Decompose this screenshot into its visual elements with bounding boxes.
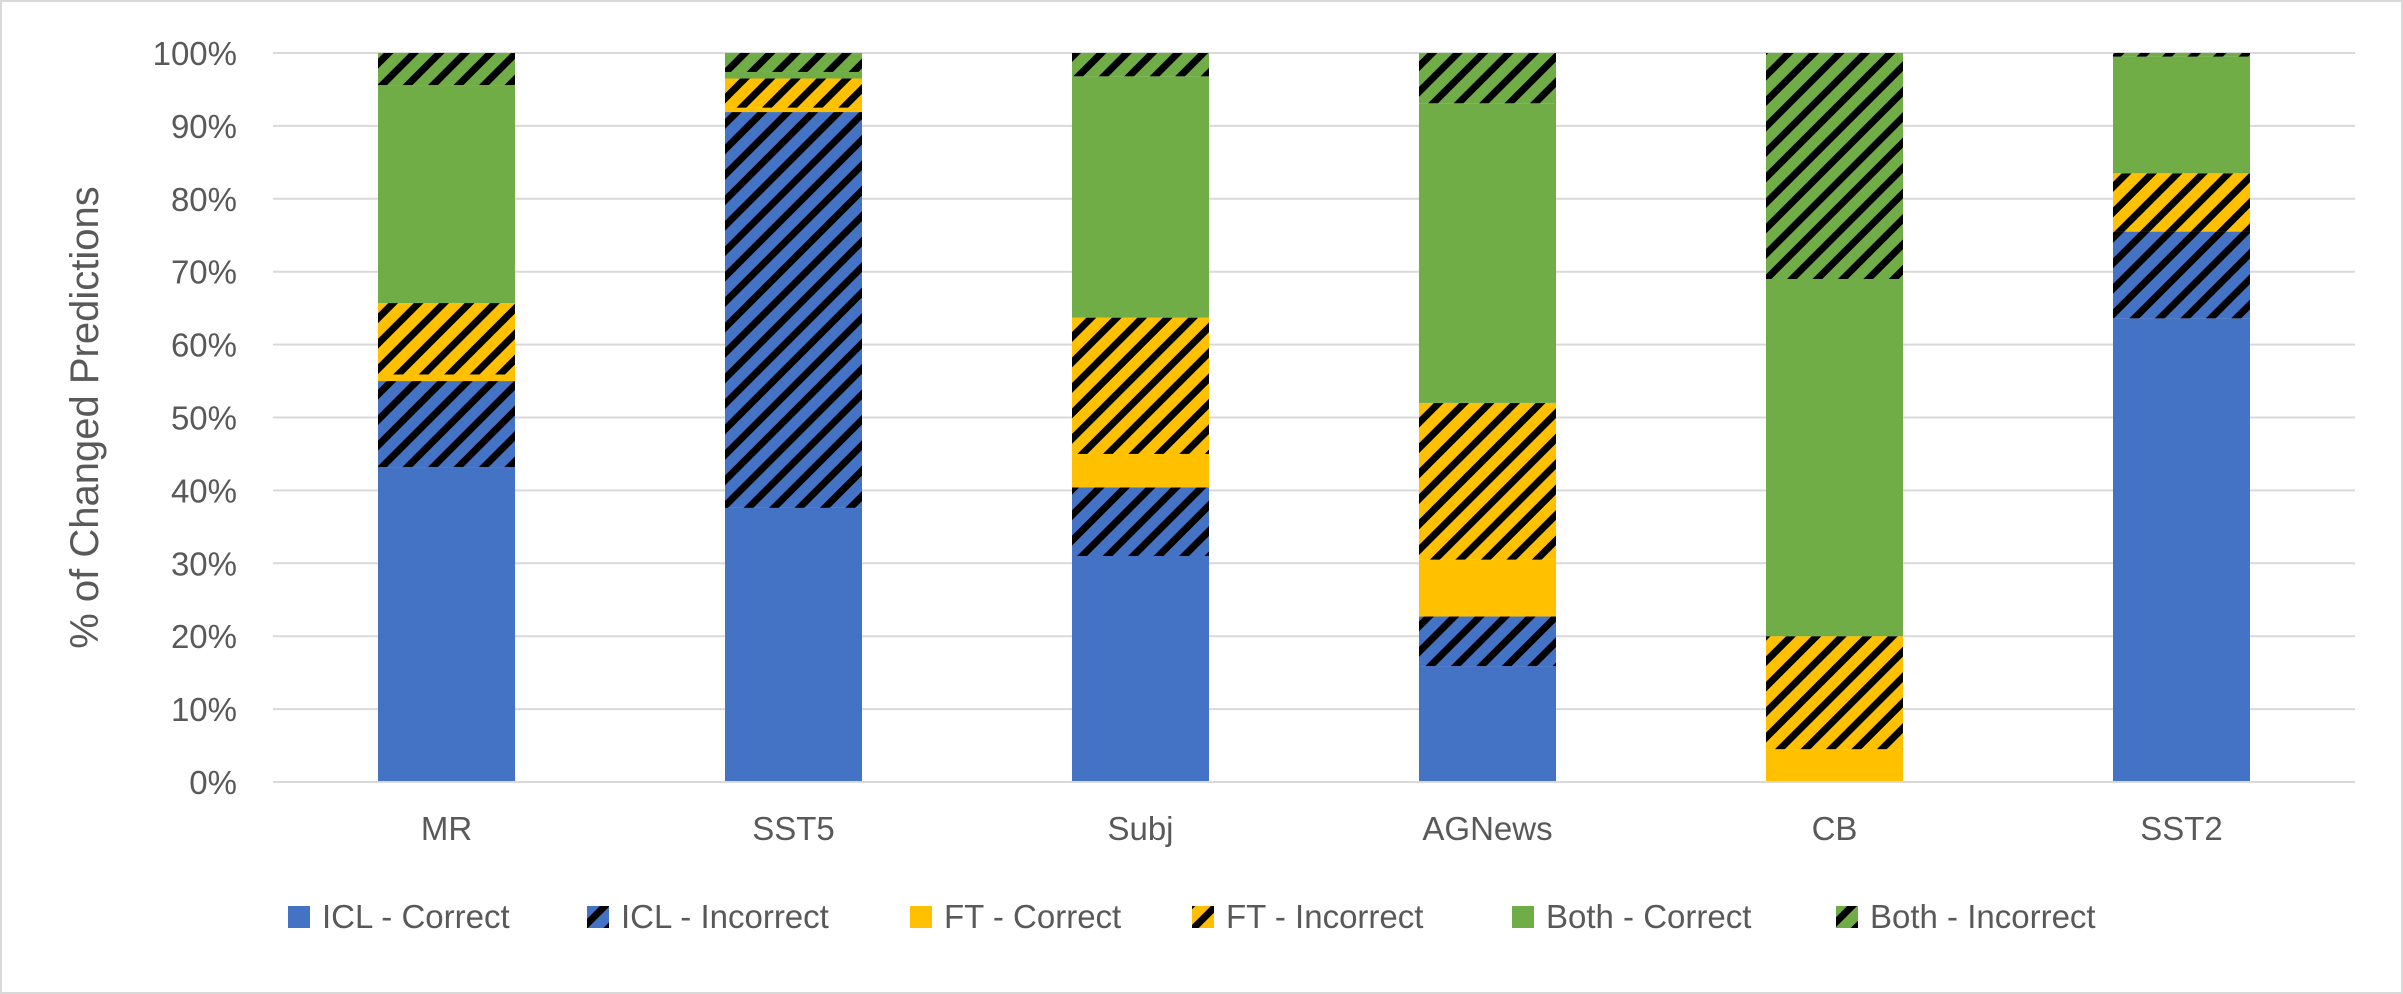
bar-segment-subj-both-incorrect [1072, 53, 1209, 77]
legend-swatch [1192, 906, 1214, 928]
y-tick-label: 50% [171, 400, 237, 437]
bar-segment-cb-both-correct [1766, 278, 1903, 637]
bar-segment-subj-both-correct [1072, 76, 1209, 318]
gridlines [273, 52, 2355, 783]
bar-segment-sst5-ft-incorrect [725, 78, 862, 108]
bar-segment-sst5-icl-incorrect [725, 112, 862, 508]
bar-segment-mr-ft-correct [378, 374, 515, 382]
y-tick-label: 100% [153, 35, 237, 72]
legend-label: ICL - Incorrect [621, 898, 829, 935]
bar-segment-mr-both-correct [378, 85, 515, 304]
bar-segment-cb-ft-correct [1766, 749, 1903, 782]
legend-label: Both - Correct [1546, 898, 1751, 935]
bar-segment-agnews-icl-incorrect [1419, 616, 1556, 667]
bar-segment-cb-ft-incorrect [1766, 636, 1903, 750]
y-tick-label: 30% [171, 545, 237, 582]
legend-swatch [1512, 906, 1534, 928]
x-category-label: SST5 [752, 810, 835, 847]
bar-segment-subj-ft-correct [1072, 453, 1209, 488]
legend-swatch [288, 906, 310, 928]
bar-segment-mr-both-incorrect [378, 53, 515, 86]
y-tick-label: 20% [171, 618, 237, 655]
bar-segment-sst5-ft-correct [725, 107, 862, 113]
legend-swatch [587, 906, 609, 928]
y-tick-label: 70% [171, 254, 237, 291]
bar-segment-agnews-ft-incorrect [1419, 402, 1556, 560]
y-tick-label: 40% [171, 472, 237, 509]
x-category-label: SST2 [2140, 810, 2223, 847]
legend-item-both-correct: Both - Correct [1512, 898, 1751, 935]
y-tick-label: 90% [171, 108, 237, 145]
legend-label: ICL - Correct [322, 898, 510, 935]
legend: ICL - Correct ICL - Incorrect FT - Correct… [288, 898, 2096, 935]
bar-segment-sst2-both-correct [2113, 56, 2250, 174]
y-tick-label: 10% [171, 691, 237, 728]
bar-segment-mr-icl-incorrect [378, 381, 515, 468]
legend-item-icl-correct: ICL - Correct [288, 898, 510, 935]
bar-segment-mr-ft-incorrect [378, 303, 515, 375]
bar-segment-sst2-both-incorrect [2113, 53, 2250, 57]
x-category-label: Subj [1107, 810, 1173, 847]
bar-segment-agnews-ft-correct [1419, 559, 1556, 617]
legend-label: FT - Correct [944, 898, 1121, 935]
bar-segment-subj-ft-incorrect [1072, 317, 1209, 454]
axes: 0% 10% 20% 30% 40% 50% 60% 70% 80% 90% 100% % of Ch… [63, 35, 2355, 847]
bar-segment-sst5-icl-correct [725, 507, 862, 782]
bar-segment-sst2-icl-correct [2113, 318, 2250, 782]
bar-segment-subj-icl-correct [1072, 556, 1209, 782]
legend-item-ft-correct: FT - Correct [910, 898, 1121, 935]
bars [378, 53, 2250, 782]
legend-item-ft-incorrect: FT - Incorrect [1192, 898, 1423, 935]
x-category-label: CB [1812, 810, 1858, 847]
bar-segment-mr-icl-correct [378, 467, 515, 782]
legend-item-icl-incorrect: ICL - Incorrect [587, 898, 829, 935]
bar-segment-cb-both-incorrect [1766, 53, 1903, 279]
y-axis-title: % of Changed Predictions [63, 186, 107, 649]
y-tick-label: 0% [189, 764, 237, 801]
y-tick-label: 80% [171, 181, 237, 218]
bar-segment-agnews-icl-correct [1419, 666, 1556, 782]
bar-segment-agnews-both-incorrect [1419, 53, 1556, 104]
x-category-label: MR [421, 810, 472, 847]
bar-segment-sst5-both-incorrect [725, 53, 862, 72]
legend-label: FT - Incorrect [1226, 898, 1423, 935]
x-category-label: AGNews [1422, 810, 1552, 847]
bar-segment-agnews-both-correct [1419, 103, 1556, 403]
legend-item-both-incorrect: Both - Incorrect [1836, 898, 2096, 935]
bar-segment-subj-icl-incorrect [1072, 487, 1209, 557]
bar-segment-sst2-ft-incorrect [2113, 173, 2250, 232]
bar-segment-sst2-icl-incorrect [2113, 231, 2250, 319]
legend-swatch [1836, 906, 1858, 928]
bar-segment-sst5-both-correct [725, 71, 862, 79]
legend-label: Both - Incorrect [1870, 898, 2096, 935]
legend-swatch [910, 906, 932, 928]
y-tick-label: 60% [171, 327, 237, 364]
